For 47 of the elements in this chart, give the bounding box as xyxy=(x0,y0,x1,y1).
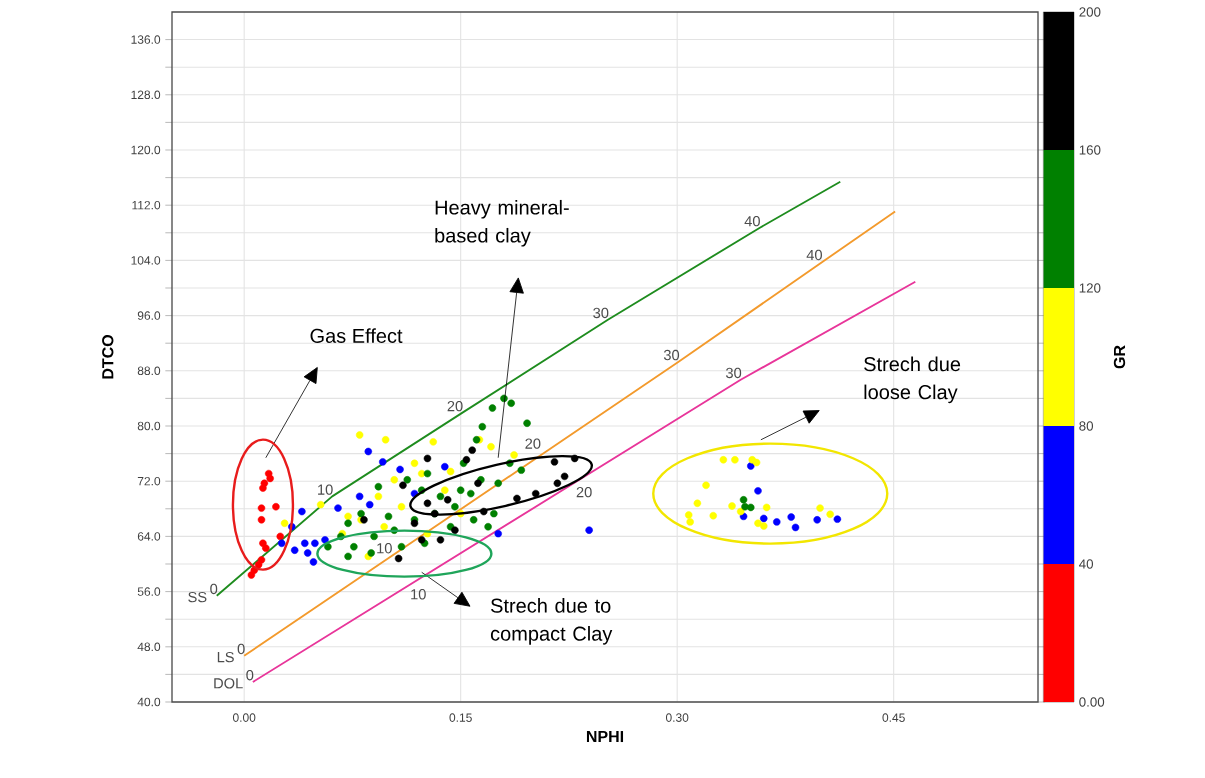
series-label: DOL xyxy=(214,678,243,689)
series-label: LS xyxy=(217,651,234,663)
series-label: SS xyxy=(188,591,207,603)
annotation: 10 xyxy=(318,484,333,495)
annotation: 20 xyxy=(525,438,541,449)
annotation: 30 xyxy=(726,367,742,379)
annotation: 10 xyxy=(411,589,426,600)
y-tick-label: 48.0 xyxy=(137,642,161,652)
annotation: 30 xyxy=(593,307,609,319)
y-tick-label: 64.0 xyxy=(137,532,161,541)
x-axis-title: NPHI xyxy=(586,731,624,743)
color-bar-label: 160 xyxy=(1079,145,1101,155)
annotation: 20 xyxy=(576,486,592,498)
annotation: 40 xyxy=(744,216,760,227)
y-axis-title: DTCO xyxy=(102,335,114,379)
y-tick-label: 104.0 xyxy=(131,256,161,265)
color-bar-label: 80 xyxy=(1079,421,1094,431)
annotation: 40 xyxy=(806,249,822,261)
y-tick-label: 136.0 xyxy=(131,35,161,44)
x-tick-label: 0.45 xyxy=(882,713,905,722)
y-tick-label: 80.0 xyxy=(137,421,161,431)
x-tick-label: 0.30 xyxy=(665,713,689,722)
color-bar-label: 0.00 xyxy=(1079,697,1105,707)
y-tick-label: 56.0 xyxy=(137,587,161,596)
annotation: Gas Effect xyxy=(310,328,403,343)
y-tick-label: 40.0 xyxy=(137,697,161,707)
y-tick-label: 128.0 xyxy=(131,90,161,100)
y-tick-label: 96.0 xyxy=(137,311,161,320)
y-tick-label: 88.0 xyxy=(137,366,161,376)
annotation: Heavy mineral-based clay xyxy=(435,199,569,247)
color-bar-label: 40 xyxy=(1079,559,1094,569)
annotation: 0 xyxy=(237,643,245,655)
color-bar-label: 120 xyxy=(1079,283,1101,293)
annotation: 0 xyxy=(210,583,218,595)
annotation: 10 xyxy=(377,543,392,554)
y-tick-label: 120.0 xyxy=(131,145,161,155)
annotation: Strech due loose Clay xyxy=(864,356,961,404)
x-tick-label: 0.15 xyxy=(449,713,472,722)
annotation: 30 xyxy=(663,349,680,361)
x-tick-label: 0.00 xyxy=(232,713,256,722)
color-bar-title: GR xyxy=(1113,345,1126,369)
y-tick-label: 112.0 xyxy=(132,200,161,210)
annotation: Strech due to compact Clay xyxy=(490,598,613,645)
color-bar-label: 200 xyxy=(1079,7,1101,17)
annotation: 20 xyxy=(447,400,463,412)
annotation: 0 xyxy=(246,670,254,681)
y-tick-label: 72.0 xyxy=(137,476,161,486)
